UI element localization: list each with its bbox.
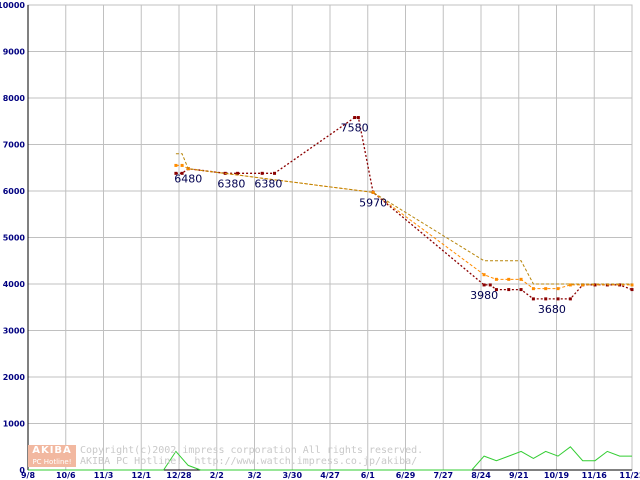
y-tick-label: 2000 bbox=[3, 373, 26, 382]
akiba-logo-top: AKIBA bbox=[28, 445, 76, 457]
series-point bbox=[353, 116, 357, 120]
akiba-logo: AKIBA PC Hotline! bbox=[28, 445, 76, 467]
series-point bbox=[519, 277, 523, 281]
data-label: 6380 bbox=[217, 177, 245, 190]
series-point bbox=[488, 283, 492, 287]
series-point bbox=[531, 297, 535, 301]
series-point bbox=[507, 277, 511, 281]
series-line bbox=[175, 116, 633, 300]
x-tick-label: 9/8 bbox=[21, 471, 35, 480]
series-point bbox=[593, 283, 597, 287]
series-point bbox=[544, 287, 548, 291]
chart-series-group bbox=[28, 116, 634, 471]
series-point bbox=[356, 116, 360, 120]
y-tick-label: 10000 bbox=[0, 1, 25, 10]
series-point bbox=[630, 288, 634, 292]
series-point bbox=[507, 288, 511, 292]
x-tick-label: 9/21 bbox=[509, 471, 529, 480]
x-tick-label: 6/1 bbox=[361, 471, 375, 480]
series-point bbox=[581, 283, 585, 287]
y-tick-label: 7000 bbox=[3, 141, 26, 150]
y-tick-label: 0 bbox=[19, 466, 25, 475]
series-point bbox=[174, 171, 178, 175]
akiba-logo-bottom: PC Hotline! bbox=[28, 457, 76, 467]
x-tick-label: 12/28 bbox=[166, 471, 192, 480]
x-tick-label: 2/2 bbox=[210, 471, 224, 480]
x-tick-label: 10/6 bbox=[56, 471, 76, 480]
y-tick-label: 9000 bbox=[3, 48, 26, 57]
series-point bbox=[236, 171, 240, 175]
x-tick-label: 7/27 bbox=[433, 471, 453, 480]
y-tick-label: 4000 bbox=[3, 280, 26, 289]
x-tick-label: 3/30 bbox=[282, 471, 302, 480]
series-line bbox=[28, 446, 632, 471]
series-point bbox=[556, 287, 560, 291]
series-point bbox=[556, 297, 560, 301]
series-point bbox=[494, 277, 498, 281]
data-label: 3680 bbox=[538, 303, 566, 316]
y-tick-label: 6000 bbox=[3, 187, 26, 196]
x-tick-label: 11/16 bbox=[582, 471, 608, 480]
data-labels-group: 6480 6380 6380 7580 5970 3980 3680 bbox=[174, 122, 566, 316]
x-tick-label: 11/22 bbox=[619, 471, 640, 480]
copyright-line: Copyright(c)2002 impress corporation All… bbox=[80, 445, 424, 456]
series-point bbox=[630, 283, 634, 287]
series-line bbox=[175, 153, 632, 285]
series-point bbox=[544, 297, 548, 301]
series-point bbox=[180, 171, 184, 175]
copyright-text: Copyright(c)2002 impress corporation All… bbox=[80, 445, 423, 467]
series-point bbox=[180, 163, 184, 167]
x-tick-label: 12/1 bbox=[131, 471, 151, 480]
data-label: 5970 bbox=[359, 196, 387, 209]
series-point bbox=[371, 190, 375, 194]
series-point bbox=[519, 288, 523, 292]
x-tick-label: 6/29 bbox=[396, 471, 416, 480]
copyright-watermark: AKIBA PC Hotline! Copyright(c)2002 impre… bbox=[28, 445, 528, 469]
x-tick-label: 4/27 bbox=[320, 471, 340, 480]
y-tick-label: 8000 bbox=[3, 94, 26, 103]
y-tick-label: 3000 bbox=[3, 327, 26, 336]
series-point bbox=[174, 163, 178, 167]
data-label: 7580 bbox=[341, 122, 369, 135]
data-label: 6480 bbox=[174, 173, 202, 186]
site-url-line: AKIBA PC Hotline! http://www.watch.impre… bbox=[80, 456, 418, 467]
series-point bbox=[482, 273, 486, 277]
y-axis-ticks: 0 1000 2000 3000 4000 5000 6000 7000 8000 9000 100… bbox=[0, 1, 25, 475]
series-point bbox=[568, 283, 572, 287]
series-point bbox=[273, 171, 277, 175]
x-tick-label: 3/2 bbox=[247, 471, 261, 480]
series-line bbox=[175, 164, 632, 290]
x-axis-ticks: 9/8 10/6 11/3 12/1 12/28 2/2 3/2 3/30 4/27 6/1 6/2… bbox=[21, 471, 640, 480]
x-tick-label: 8/24 bbox=[471, 471, 491, 480]
x-tick-label: 11/3 bbox=[94, 471, 114, 480]
chart-grid bbox=[27, 4, 633, 471]
x-tick-label: 10/19 bbox=[544, 471, 570, 480]
y-tick-label: 5000 bbox=[3, 234, 26, 243]
series-point bbox=[482, 283, 486, 287]
series-point bbox=[260, 171, 264, 175]
series-point bbox=[494, 288, 498, 292]
data-label: 3980 bbox=[470, 289, 498, 302]
series-point bbox=[568, 297, 572, 301]
data-label: 6380 bbox=[254, 177, 282, 190]
series-point bbox=[531, 287, 535, 291]
y-tick-label: 1000 bbox=[3, 420, 26, 429]
